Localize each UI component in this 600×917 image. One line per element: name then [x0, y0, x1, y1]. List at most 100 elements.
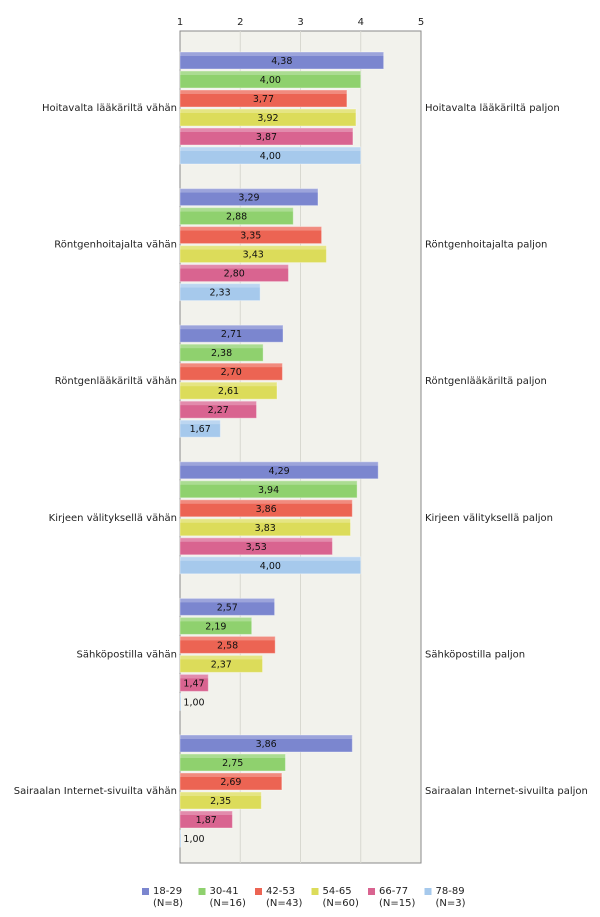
bar-highlight — [180, 792, 262, 796]
bar-18-29-cat0 — [179, 51, 385, 70]
bar-30-41-cat1 — [179, 207, 294, 226]
bar-value-label: 2,75 — [222, 758, 243, 769]
bar-18-29-cat3 — [179, 461, 379, 480]
bar-42-53-cat2 — [179, 362, 283, 381]
legend-label: 42-53 — [266, 886, 295, 897]
category-label-right: Kirjeen välityksellä paljon — [425, 513, 553, 524]
bar-highlight — [180, 537, 333, 542]
bar-highlight — [180, 420, 221, 425]
legend-label: 54-65 — [323, 886, 352, 897]
category-label-left: Kirjeen välityksellä vähän — [49, 513, 177, 524]
bar-66-77-cat2 — [179, 400, 258, 419]
bar-highlight — [180, 556, 361, 561]
bar-66-77-cat1 — [179, 264, 289, 283]
bar-value-label: 2,35 — [210, 796, 231, 807]
category-label-right: Sähköpostilla paljon — [425, 649, 525, 660]
bar-value-label: 2,88 — [226, 212, 247, 223]
bar-78-89-cat4 — [179, 692, 182, 711]
bar-highlight — [180, 811, 233, 815]
bar-highlight — [180, 830, 181, 834]
bar-78-89-cat2 — [179, 419, 221, 438]
bar-highlight — [180, 461, 379, 466]
bar-highlight — [180, 264, 289, 269]
bar-18-29-cat4 — [179, 597, 276, 616]
bar-highlight — [180, 363, 283, 368]
bar-54-65-cat5 — [179, 791, 262, 810]
bar-value-label: 3,29 — [238, 193, 259, 204]
category-label-left: Sairaalan Internet-sivuilta vähän — [14, 786, 177, 797]
bar-highlight — [180, 382, 278, 387]
bar-value-label: 3,83 — [255, 523, 276, 534]
bar-value-label: 3,87 — [256, 132, 277, 143]
bar-66-77-cat5 — [179, 810, 233, 829]
legend-count: (N=60) — [323, 898, 359, 909]
bar-highlight — [180, 518, 351, 523]
bar-42-53-cat3 — [179, 499, 353, 518]
bar-value-label: 2,27 — [208, 405, 229, 416]
bar-78-89-cat0 — [179, 146, 362, 165]
bar-18-29-cat1 — [179, 188, 319, 207]
bar-value-label: 1,87 — [196, 815, 217, 826]
bar-highlight — [180, 325, 284, 330]
bar-highlight — [180, 754, 286, 758]
legend-swatch-18-29 — [142, 888, 149, 895]
bar-value-label: 3,77 — [253, 94, 274, 105]
x-tick-label: 1 — [177, 17, 183, 28]
bar-highlight — [180, 147, 361, 151]
bar-highlight — [180, 109, 356, 113]
legend-count: (N=8) — [153, 898, 183, 909]
legend-label: 30-41 — [210, 886, 239, 897]
bar-value-label: 4,00 — [260, 151, 281, 162]
bar-highlight — [180, 283, 261, 288]
bar-78-89-cat1 — [179, 283, 261, 302]
bar-value-label: 2,70 — [221, 367, 242, 378]
bar-30-41-cat0 — [179, 70, 362, 89]
bar-highlight — [180, 480, 358, 485]
category-label-right: Hoitavalta lääkäriltä paljon — [425, 103, 560, 114]
bar-value-label: 2,69 — [220, 777, 241, 788]
legend-label: 78-89 — [436, 886, 465, 897]
category-label-left: Röntgenhoitajalta vähän — [54, 240, 177, 251]
bar-value-label: 3,35 — [240, 231, 261, 242]
bar-42-53-cat4 — [179, 635, 276, 654]
bar-highlight — [180, 207, 294, 212]
x-tick-label: 5 — [418, 17, 424, 28]
bar-highlight — [180, 188, 318, 193]
bar-highlight — [180, 598, 275, 603]
bar-value-label: 1,00 — [183, 834, 204, 845]
category-label-right: Röntgenlääkäriltä paljon — [425, 376, 547, 387]
bar-value-label: 2,71 — [221, 329, 242, 340]
bar-value-label: 2,80 — [224, 269, 245, 280]
bar-30-41-cat3 — [179, 480, 358, 499]
bar-value-label: 2,58 — [217, 640, 238, 651]
bar-42-53-cat0 — [179, 89, 348, 108]
bar-highlight — [180, 90, 347, 94]
legend-count: (N=43) — [266, 898, 302, 909]
bar-value-label: 3,92 — [257, 113, 278, 124]
bar-value-label: 3,53 — [246, 542, 267, 553]
bar-78-89-cat3 — [179, 556, 362, 575]
bar-highlight — [180, 674, 209, 679]
bar-78-89-cat5 — [179, 829, 182, 848]
x-tick-label: 2 — [237, 17, 243, 28]
legend-count: (N=15) — [379, 898, 415, 909]
bar-30-41-cat4 — [179, 616, 253, 635]
bar-highlight — [180, 128, 353, 132]
x-axis-ticks: 1 2 3 4 5 — [177, 17, 424, 28]
bar-54-65-cat1 — [179, 245, 327, 264]
bar-30-41-cat2 — [179, 343, 264, 362]
bar-value-label: 4,00 — [260, 561, 281, 572]
bar-highlight — [180, 226, 322, 231]
bar-highlight — [180, 735, 353, 739]
bar-value-label: 2,38 — [211, 348, 232, 359]
bar-value-label: 1,47 — [183, 678, 204, 689]
legend-swatch-42-53 — [255, 888, 262, 895]
bar-highlight — [180, 71, 361, 75]
category-label-left: Röntgenlääkäriltä vähän — [55, 376, 177, 387]
bar-highlight — [180, 52, 384, 56]
legend-swatch-66-77 — [368, 888, 375, 895]
bar-42-53-cat5 — [179, 772, 283, 791]
bar-value-label: 1,67 — [190, 424, 211, 435]
category-label-left: Sähköpostilla vähän — [77, 649, 177, 660]
